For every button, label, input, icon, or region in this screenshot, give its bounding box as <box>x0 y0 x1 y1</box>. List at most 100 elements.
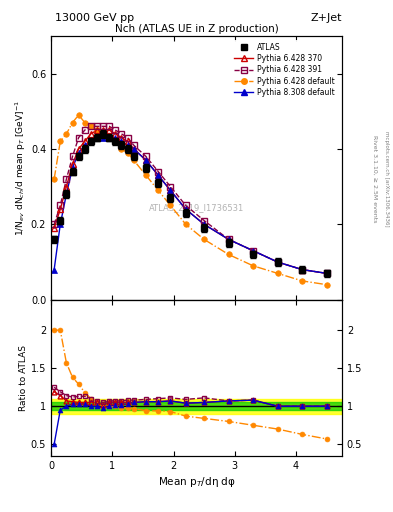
Pythia 6.428 370 <box>168 187 173 194</box>
Pythia 6.428 391 <box>70 154 75 160</box>
Pythia 6.428 391 <box>300 267 305 273</box>
Pythia 6.428 391 <box>143 154 148 160</box>
Pythia 6.428 370 <box>251 248 255 254</box>
Pythia 8.308 default <box>52 267 57 273</box>
Y-axis label: 1/N$_{ev}$ dN$_{ch}$/d mean p$_T$ [GeV]$^{-1}$: 1/N$_{ev}$ dN$_{ch}$/d mean p$_T$ [GeV]$… <box>14 100 28 236</box>
Pythia 6.428 391 <box>95 123 99 130</box>
Pythia 6.428 default <box>300 278 305 284</box>
Pythia 6.428 391 <box>113 127 118 133</box>
Pythia 6.428 default <box>113 138 118 144</box>
Pythia 6.428 391 <box>64 176 69 182</box>
Pythia 6.428 370 <box>275 259 280 265</box>
Pythia 6.428 default <box>251 263 255 269</box>
Pythia 6.428 370 <box>58 206 62 212</box>
Pythia 6.428 370 <box>95 127 99 133</box>
Pythia 6.428 391 <box>184 202 188 208</box>
Pythia 8.308 default <box>113 135 118 141</box>
Pythia 6.428 default <box>202 237 206 243</box>
Pythia 6.428 default <box>88 123 93 130</box>
Text: Z+Jet: Z+Jet <box>310 13 342 23</box>
Pythia 8.308 default <box>251 248 255 254</box>
Pythia 6.428 370 <box>101 127 105 133</box>
Pythia 8.308 default <box>226 237 231 243</box>
Y-axis label: Ratio to ATLAS: Ratio to ATLAS <box>19 345 28 411</box>
Pythia 6.428 370 <box>131 146 136 152</box>
Pythia 6.428 391 <box>107 123 112 130</box>
Pythia 8.308 default <box>101 135 105 141</box>
Line: Pythia 6.428 370: Pythia 6.428 370 <box>51 127 329 276</box>
Pythia 6.428 370 <box>184 206 188 212</box>
Title: Nch (ATLAS UE in Z production): Nch (ATLAS UE in Z production) <box>115 24 278 34</box>
Pythia 6.428 391 <box>83 127 87 133</box>
Text: ATLAS_2019_I1736531: ATLAS_2019_I1736531 <box>149 203 244 212</box>
Pythia 8.308 default <box>202 221 206 227</box>
Pythia 6.428 370 <box>202 221 206 227</box>
Pythia 6.428 default <box>168 202 173 208</box>
Pythia 6.428 default <box>83 119 87 125</box>
Pythia 6.428 default <box>76 112 81 118</box>
Pythia 6.428 391 <box>131 142 136 148</box>
Pythia 6.428 391 <box>251 248 255 254</box>
Pythia 6.428 370 <box>119 135 124 141</box>
Pythia 8.308 default <box>58 221 62 227</box>
Text: 13000 GeV pp: 13000 GeV pp <box>55 13 134 23</box>
Pythia 6.428 370 <box>324 270 329 276</box>
Line: Pythia 6.428 391: Pythia 6.428 391 <box>51 123 329 276</box>
Pythia 6.428 370 <box>107 127 112 133</box>
Pythia 8.308 default <box>64 191 69 197</box>
Pythia 6.428 default <box>70 119 75 125</box>
Pythia 6.428 default <box>125 150 130 156</box>
Pythia 6.428 default <box>156 187 161 194</box>
Pythia 6.428 391 <box>202 218 206 224</box>
Pythia 6.428 default <box>226 251 231 258</box>
Line: Pythia 8.308 default: Pythia 8.308 default <box>51 135 329 276</box>
Pythia 6.428 391 <box>76 135 81 141</box>
Pythia 6.428 default <box>95 127 99 133</box>
X-axis label: Mean p$_T$/dη dφ: Mean p$_T$/dη dφ <box>158 475 235 489</box>
Pythia 6.428 370 <box>113 131 118 137</box>
Pythia 8.308 default <box>119 138 124 144</box>
Legend: ATLAS, Pythia 6.428 370, Pythia 6.428 391, Pythia 6.428 default, Pythia 8.308 de: ATLAS, Pythia 6.428 370, Pythia 6.428 39… <box>231 39 338 100</box>
Pythia 6.428 391 <box>125 135 130 141</box>
Pythia 6.428 370 <box>300 267 305 273</box>
Pythia 8.308 default <box>70 165 75 171</box>
Pythia 8.308 default <box>125 142 130 148</box>
Pythia 6.428 391 <box>324 270 329 276</box>
Pythia 6.428 370 <box>226 237 231 243</box>
Pythia 8.308 default <box>95 135 99 141</box>
Pythia 6.428 370 <box>125 138 130 144</box>
Pythia 6.428 391 <box>275 259 280 265</box>
Pythia 8.308 default <box>156 172 161 178</box>
Pythia 6.428 default <box>58 138 62 144</box>
Pythia 6.428 default <box>107 135 112 141</box>
Pythia 8.308 default <box>107 135 112 141</box>
Pythia 6.428 370 <box>76 146 81 152</box>
Pythia 6.428 391 <box>226 237 231 243</box>
Pythia 6.428 391 <box>101 123 105 130</box>
Line: Pythia 6.428 default: Pythia 6.428 default <box>51 112 329 287</box>
Pythia 8.308 default <box>143 157 148 163</box>
Pythia 8.308 default <box>131 146 136 152</box>
Pythia 8.308 default <box>275 259 280 265</box>
Pythia 8.308 default <box>83 142 87 148</box>
Pythia 6.428 default <box>101 131 105 137</box>
Pythia 8.308 default <box>76 150 81 156</box>
Pythia 6.428 370 <box>83 138 87 144</box>
Pythia 6.428 391 <box>58 202 62 208</box>
Pythia 6.428 370 <box>143 157 148 163</box>
Pythia 6.428 370 <box>52 225 57 231</box>
Pythia 6.428 370 <box>70 161 75 167</box>
Pythia 8.308 default <box>168 187 173 194</box>
Pythia 6.428 391 <box>119 131 124 137</box>
Pythia 6.428 default <box>324 282 329 288</box>
Pythia 6.428 default <box>184 221 188 227</box>
Pythia 6.428 default <box>119 146 124 152</box>
Pythia 8.308 default <box>88 138 93 144</box>
Pythia 6.428 default <box>64 131 69 137</box>
Pythia 6.428 default <box>143 172 148 178</box>
Pythia 6.428 391 <box>168 184 173 190</box>
Pythia 8.308 default <box>300 267 305 273</box>
Pythia 6.428 370 <box>88 131 93 137</box>
Pythia 6.428 391 <box>52 221 57 227</box>
Pythia 6.428 370 <box>64 184 69 190</box>
